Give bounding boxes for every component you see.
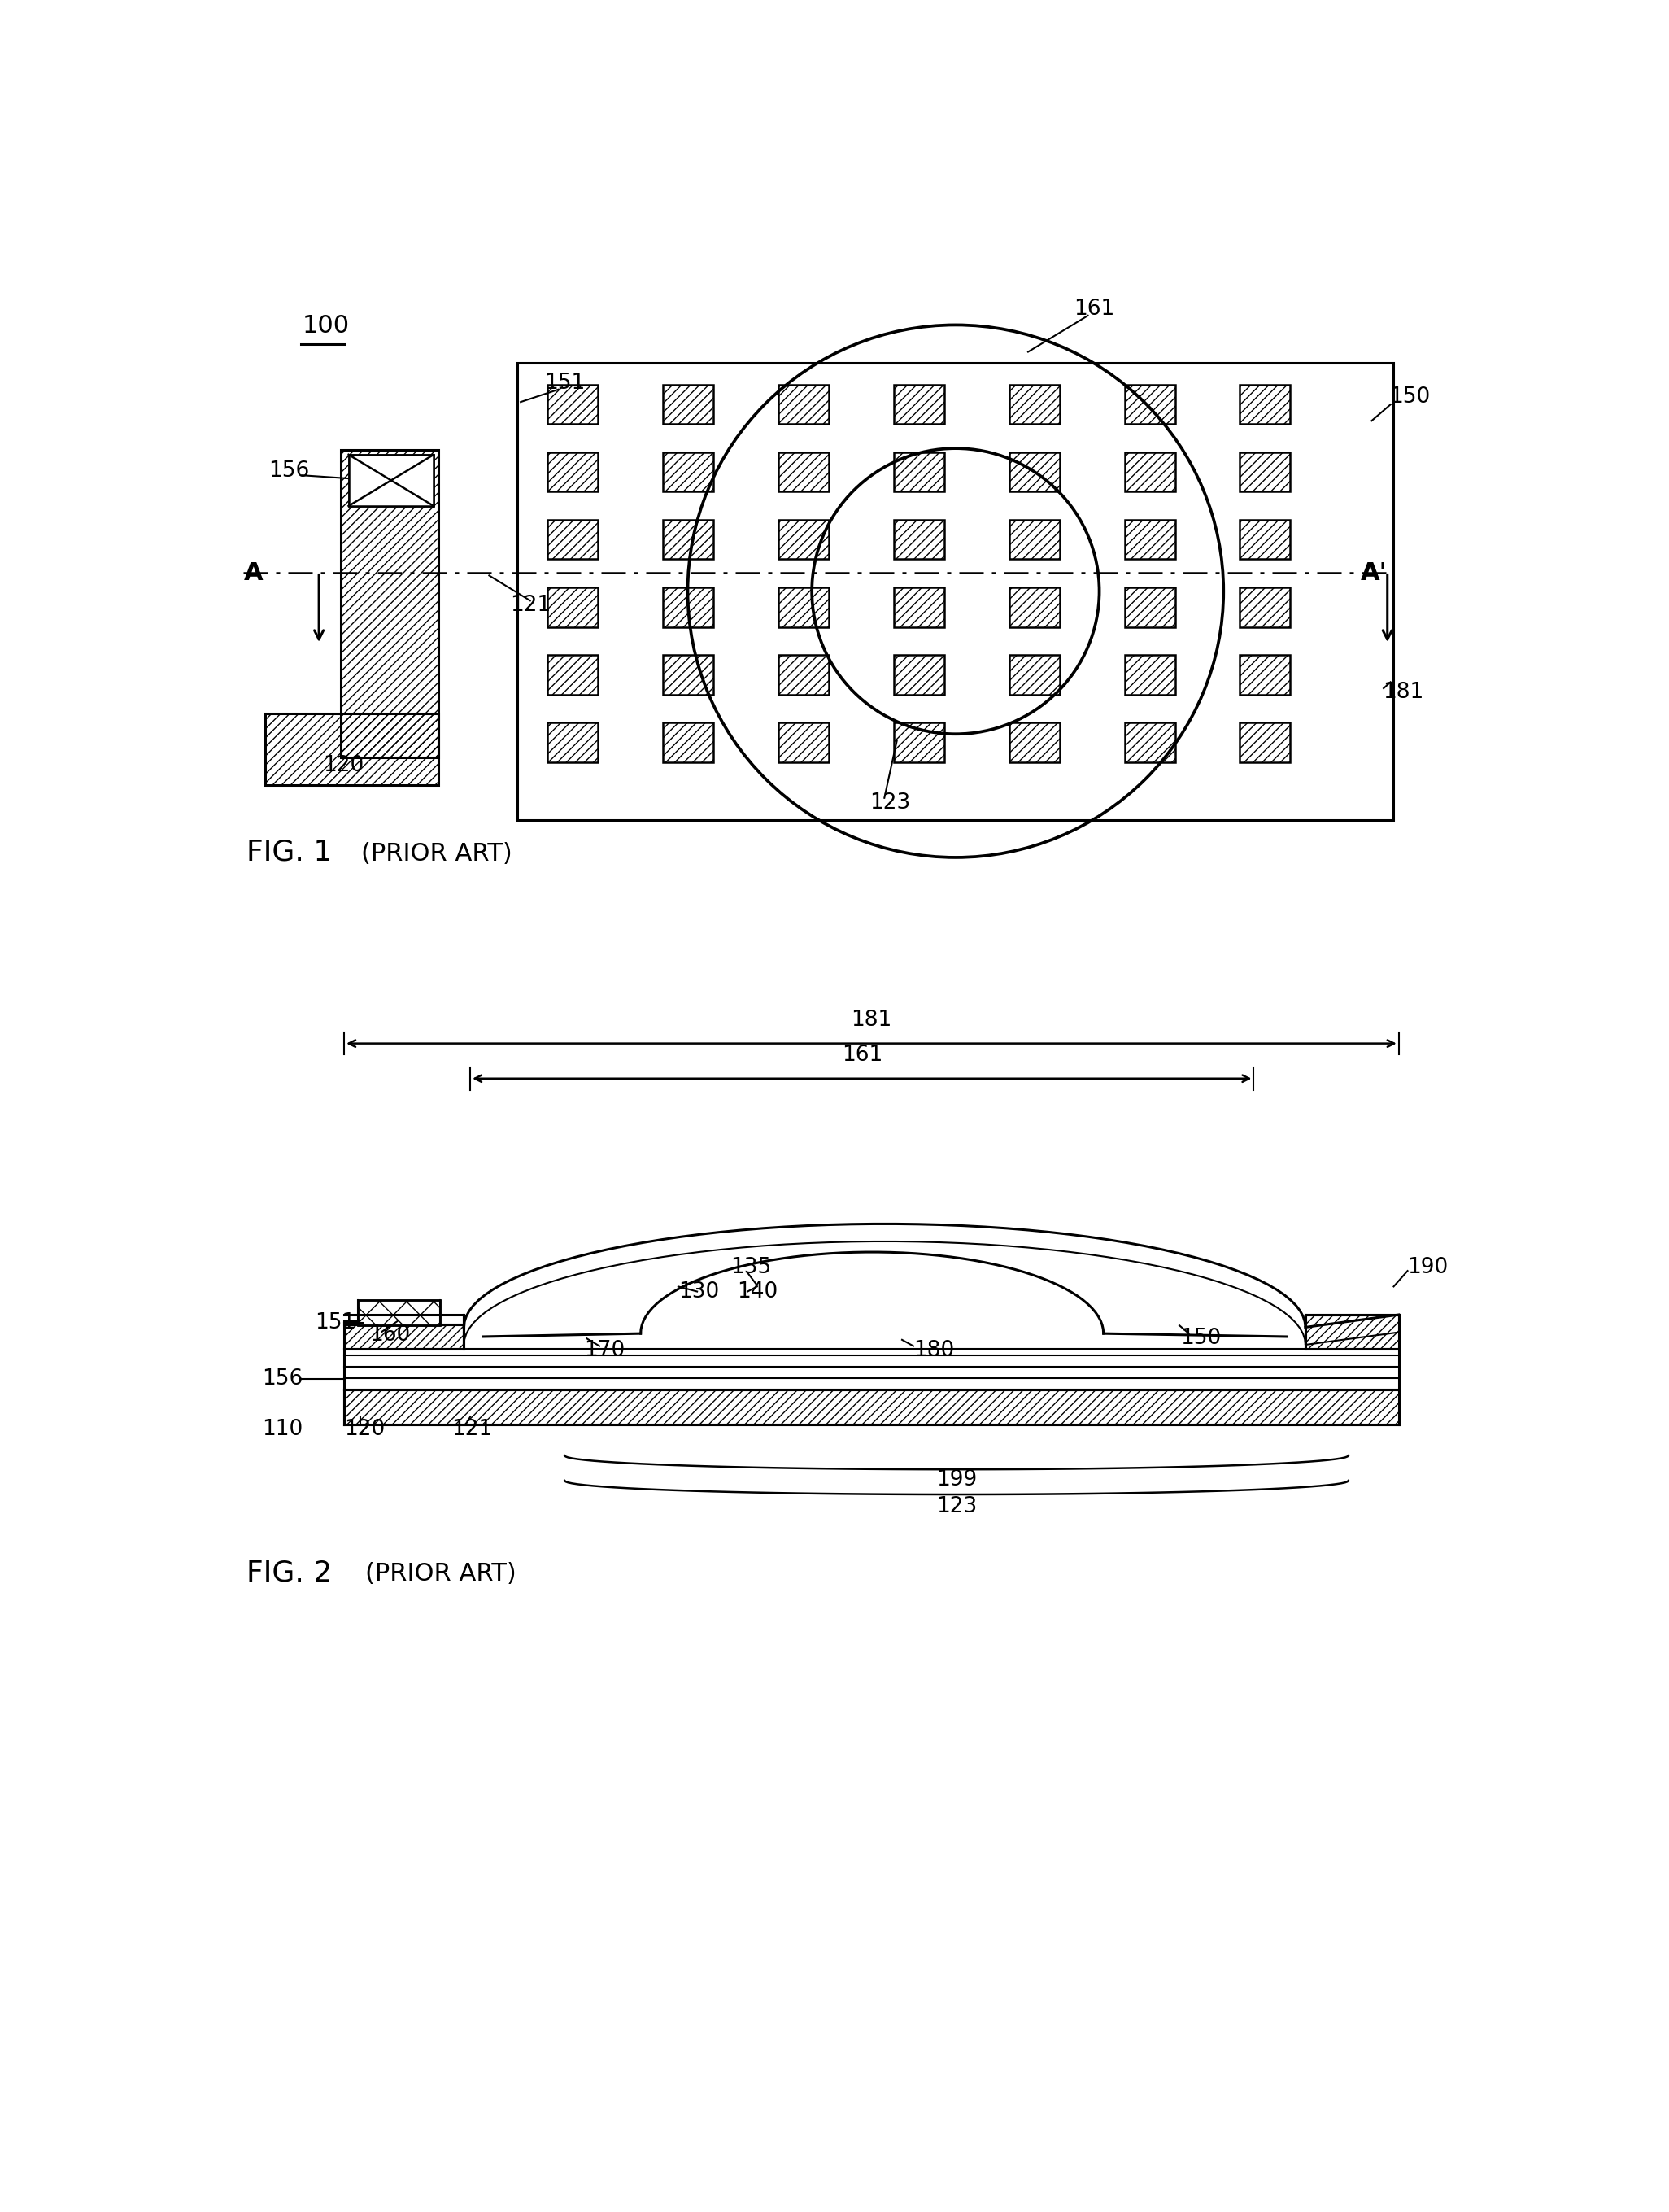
Text: 190: 190 [1407,1256,1449,1279]
Text: 120: 120 [324,754,364,776]
Bar [1010,520,1060,560]
Text: 150: 150 [1180,1327,1222,1349]
Bar [1125,723,1175,763]
Bar [547,520,598,560]
Text: 140: 140 [736,1281,778,1303]
Bar [517,363,1394,821]
Bar [344,1389,1399,1425]
Text: 123: 123 [870,792,910,814]
Bar [778,385,829,425]
Text: 151: 151 [314,1312,355,1334]
Bar [547,451,598,491]
Bar [663,588,714,626]
Text: 170: 170 [584,1340,626,1360]
Bar [547,723,598,763]
Bar [895,451,945,491]
Text: 181: 181 [851,1009,891,1031]
Text: 121: 121 [511,595,551,615]
Text: 161: 161 [841,1044,883,1066]
Bar [547,385,598,425]
Bar [663,385,714,425]
Text: 151: 151 [544,372,584,394]
Bar [1125,385,1175,425]
Bar [1240,723,1290,763]
Bar [778,723,829,763]
Bar [895,385,945,425]
Bar [1010,723,1060,763]
Text: 135: 135 [731,1256,771,1279]
Bar [349,456,434,507]
Bar [1010,451,1060,491]
Bar [1010,385,1060,425]
Bar [778,520,829,560]
Text: 121: 121 [451,1418,492,1440]
Text: 120: 120 [344,1418,386,1440]
Bar [1125,588,1175,626]
Bar [1240,588,1290,626]
Text: 156: 156 [262,1369,304,1389]
Bar [359,1301,441,1325]
Bar [778,655,829,695]
Bar [265,712,439,785]
Text: A': A' [1360,562,1387,584]
Text: 156: 156 [269,460,309,482]
Bar [663,723,714,763]
Bar [663,451,714,491]
Bar [1240,655,1290,695]
Bar [359,1301,441,1325]
Bar [1010,655,1060,695]
Bar [663,655,714,695]
Bar [340,451,439,757]
Text: 181: 181 [1384,681,1424,703]
Bar [547,588,598,626]
Text: 161: 161 [1073,299,1115,321]
Text: FIG. 2: FIG. 2 [247,1559,332,1586]
Text: 100: 100 [302,314,349,338]
Bar [1240,451,1290,491]
Bar [349,456,434,507]
Bar [663,520,714,560]
Bar [1240,520,1290,560]
Bar [895,588,945,626]
Text: 110: 110 [262,1418,304,1440]
Bar [895,723,945,763]
Text: 160: 160 [369,1325,411,1345]
Text: 150: 150 [1389,387,1430,407]
Bar [1240,385,1290,425]
Text: 199: 199 [936,1469,976,1491]
Bar [895,520,945,560]
Text: FIG. 1: FIG. 1 [247,838,332,867]
Bar [1125,451,1175,491]
Bar [1010,588,1060,626]
Bar [1305,1314,1399,1349]
Bar [778,588,829,626]
Text: A: A [244,562,264,584]
Bar [778,451,829,491]
Text: (PRIOR ART): (PRIOR ART) [366,1562,516,1586]
Bar [547,655,598,695]
Text: 123: 123 [936,1495,976,1517]
Text: (PRIOR ART): (PRIOR ART) [361,843,512,865]
Bar [895,655,945,695]
Bar [1125,655,1175,695]
Bar [1125,520,1175,560]
Bar [344,1325,464,1349]
Text: 180: 180 [913,1340,955,1360]
Text: 130: 130 [678,1281,719,1303]
